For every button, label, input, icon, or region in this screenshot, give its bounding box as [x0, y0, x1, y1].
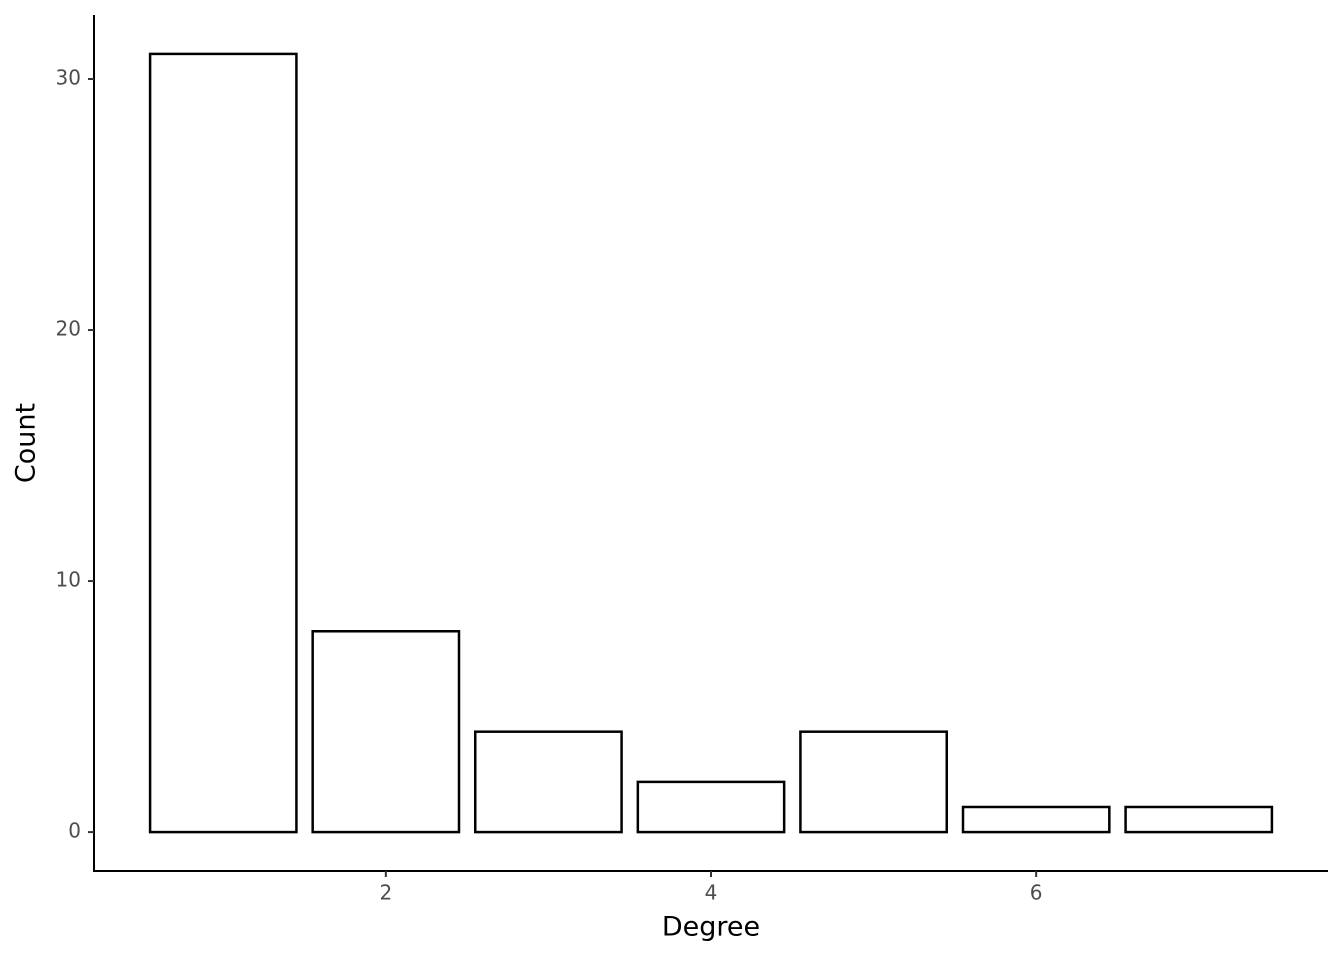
y-tick-label: 10	[56, 568, 81, 592]
bar	[474, 730, 623, 834]
bar	[799, 730, 948, 834]
x-tick-label: 4	[705, 881, 718, 905]
y-tick-label: 30	[56, 66, 81, 90]
y-tick-label: 20	[56, 317, 81, 341]
bar	[311, 630, 461, 834]
x-tick-label: 2	[379, 881, 392, 905]
y-tick-label: 0	[68, 819, 81, 843]
bar	[636, 780, 786, 834]
bar	[961, 805, 1111, 834]
bar	[1124, 805, 1274, 834]
bar	[148, 52, 298, 834]
x-axis-title: Degree	[662, 912, 760, 943]
y-axis-title: Count	[11, 403, 42, 483]
x-tick-label: 6	[1030, 881, 1043, 905]
